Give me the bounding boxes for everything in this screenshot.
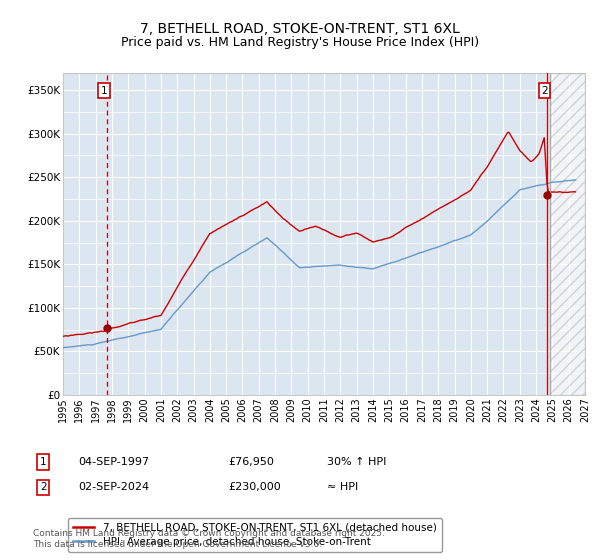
- Text: 04-SEP-1997: 04-SEP-1997: [78, 457, 149, 467]
- Text: 1: 1: [101, 86, 107, 96]
- Text: 30% ↑ HPI: 30% ↑ HPI: [327, 457, 386, 467]
- Text: 2: 2: [541, 86, 548, 96]
- Text: £230,000: £230,000: [228, 482, 281, 492]
- Text: 7, BETHELL ROAD, STOKE-ON-TRENT, ST1 6XL: 7, BETHELL ROAD, STOKE-ON-TRENT, ST1 6XL: [140, 22, 460, 36]
- Text: ≈ HPI: ≈ HPI: [327, 482, 358, 492]
- Text: Price paid vs. HM Land Registry's House Price Index (HPI): Price paid vs. HM Land Registry's House …: [121, 36, 479, 49]
- Bar: [550, 73, 585, 395]
- Text: 2: 2: [40, 482, 47, 492]
- Text: Contains HM Land Registry data © Crown copyright and database right 2025.
This d: Contains HM Land Registry data © Crown c…: [33, 529, 385, 549]
- Text: 1: 1: [40, 457, 47, 467]
- Text: £76,950: £76,950: [228, 457, 274, 467]
- Legend: 7, BETHELL ROAD, STOKE-ON-TRENT, ST1 6XL (detached house), HPI: Average price, d: 7, BETHELL ROAD, STOKE-ON-TRENT, ST1 6XL…: [68, 517, 442, 552]
- Text: 02-SEP-2024: 02-SEP-2024: [78, 482, 149, 492]
